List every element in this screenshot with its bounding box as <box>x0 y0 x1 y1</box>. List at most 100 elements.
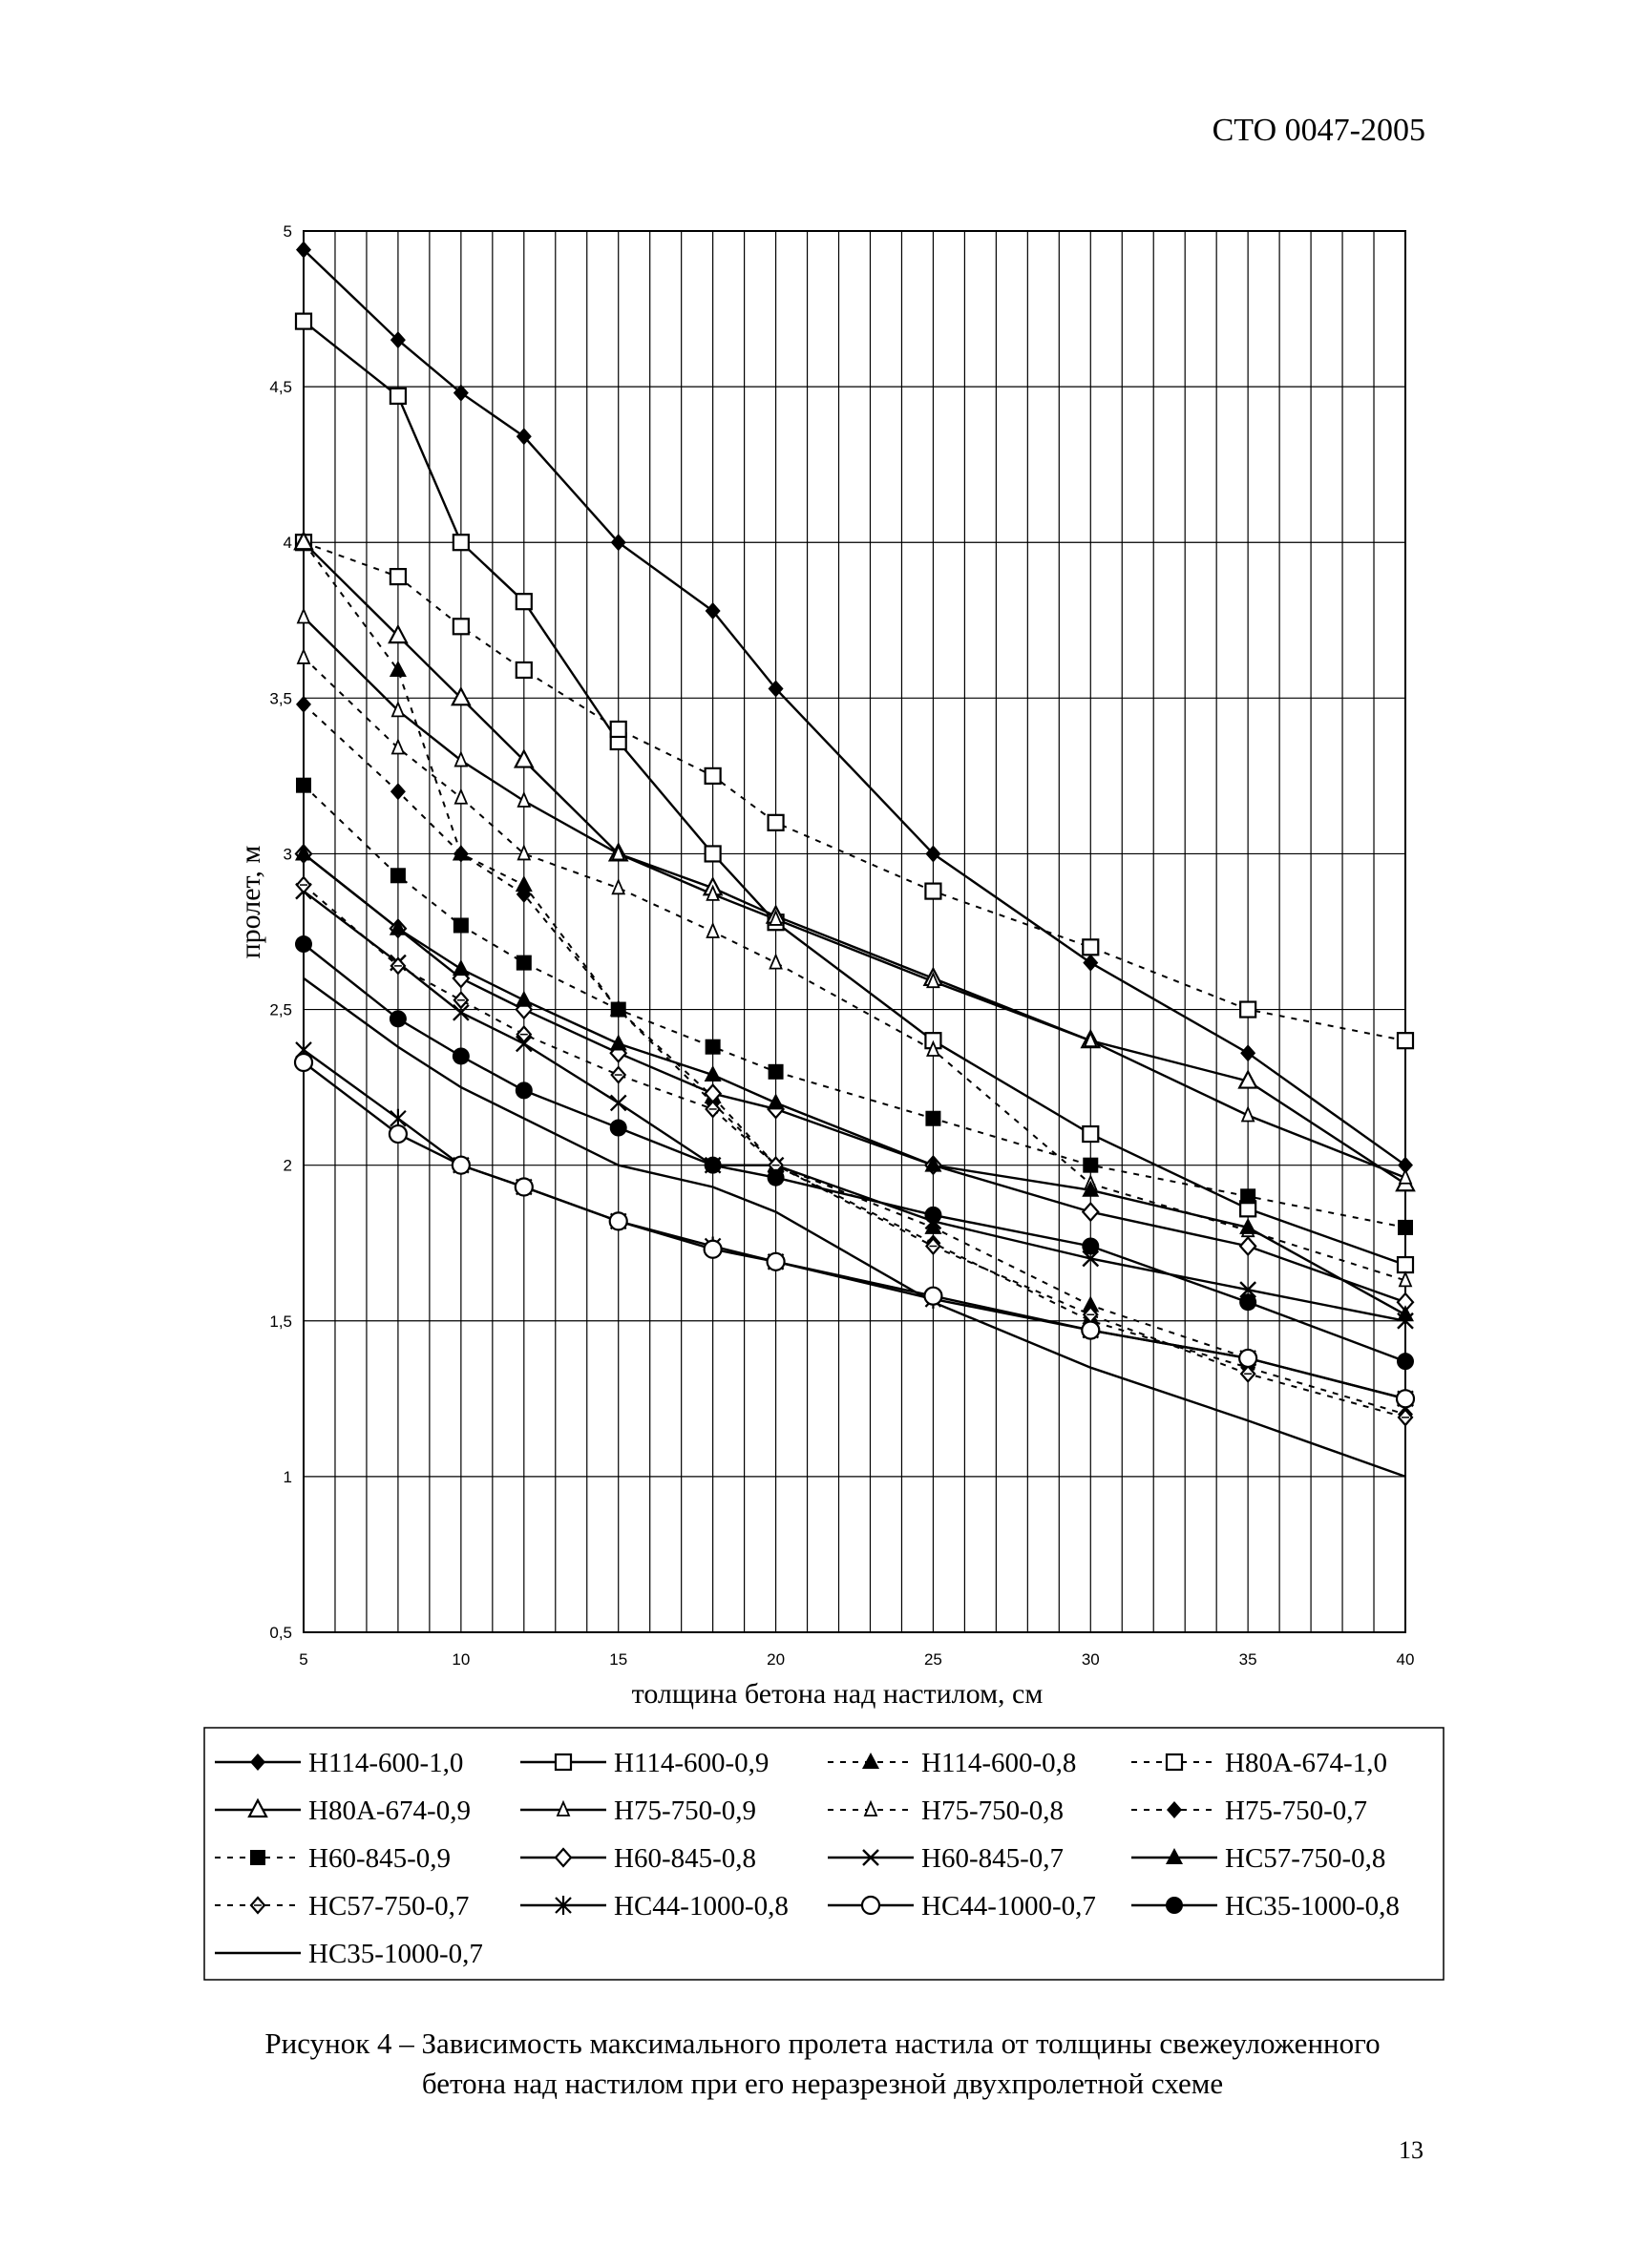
data-point-marker <box>516 1024 533 1044</box>
data-point-marker <box>452 959 470 976</box>
tick-labels: 5 10 15 20 25 30 35 40 0,5 1 1,5 2 2,5 3 3,5 4 4,5 5 <box>269 222 1414 1669</box>
data-point-marker <box>769 909 783 926</box>
legend-label: НС44-1000-0,7 <box>921 1891 1096 1922</box>
series-line-13 <box>303 884 1406 1418</box>
legend-entry: НС44-1000-0,8 <box>520 1891 789 1922</box>
data-point-marker <box>390 868 406 884</box>
legend-label: НС57-750-0,8 <box>1225 1843 1385 1874</box>
legend-box <box>203 1727 1445 1981</box>
data-point-marker <box>294 312 313 330</box>
data-point-marker <box>1239 1364 1256 1383</box>
data-point-marker <box>704 1156 722 1174</box>
data-point-marker <box>453 991 470 1010</box>
data-point-marker <box>389 387 408 405</box>
series-line-17 <box>303 976 1406 1479</box>
legend-marker <box>1166 1897 1183 1914</box>
data-point-marker <box>389 918 407 935</box>
legend-marker <box>247 1797 268 1818</box>
data-point-marker <box>704 766 722 785</box>
legend-entry: Н75-750-0,8 <box>828 1796 1064 1826</box>
data-point-marker <box>1082 1250 1100 1268</box>
data-point-marker <box>296 695 311 713</box>
data-point-marker <box>608 1211 628 1231</box>
legend-marker <box>862 1849 879 1866</box>
data-point-marker <box>610 534 626 552</box>
data-point-marker <box>1239 1293 1257 1312</box>
data-point-marker <box>924 1217 942 1234</box>
y-tick-label: 1 <box>284 1468 292 1486</box>
data-point-marker <box>296 777 311 793</box>
data-point-marker <box>452 1047 470 1065</box>
data-point-marker <box>926 971 940 989</box>
y-tick-label: 2 <box>284 1157 292 1175</box>
y-tick-label: 2,5 <box>269 1001 292 1019</box>
legend-marker <box>863 1799 878 1816</box>
caption-line-1: Рисунок 4 – Зависимость максимального пр… <box>264 2026 1381 2060</box>
data-point-marker <box>516 955 532 971</box>
legend-marker <box>554 1753 573 1772</box>
page-number: 13 <box>1399 2136 1424 2164</box>
legend-marker <box>1166 1848 1183 1864</box>
legend-entry: Н80А-674-1,0 <box>1131 1748 1387 1778</box>
legend-marker <box>862 1753 879 1769</box>
data-point-marker <box>609 720 627 739</box>
data-point-marker <box>923 1286 943 1306</box>
legend-label: Н60-845-0,7 <box>921 1843 1064 1874</box>
data-point-marker <box>704 1065 722 1082</box>
y-tick-label: 4,5 <box>269 378 292 396</box>
data-point-marker <box>610 1001 626 1018</box>
legend-label: Н114-600-1,0 <box>308 1748 463 1778</box>
legend-label: НС35-1000-0,8 <box>1225 1891 1400 1922</box>
data-point-marker <box>1081 1201 1100 1223</box>
data-point-marker <box>390 738 406 755</box>
legend-entry: НС57-750-0,8 <box>1131 1843 1385 1874</box>
data-point-marker <box>766 1251 786 1271</box>
data-point-marker <box>1082 1237 1100 1255</box>
data-point-marker <box>452 534 470 552</box>
data-point-marker <box>515 990 533 1007</box>
legend-label: НС35-1000-0,7 <box>308 1939 483 1969</box>
data-point-marker <box>1240 1188 1256 1205</box>
legend-marker <box>250 1850 265 1865</box>
legend-label: Н114-600-0,9 <box>614 1748 769 1778</box>
data-point-marker <box>767 1168 785 1186</box>
data-point-marker <box>1238 1235 1257 1257</box>
legend-entry: НС57-750-0,7 <box>215 1891 469 1922</box>
figure-caption: Рисунок 4 – Зависимость максимального пр… <box>0 2024 1645 2104</box>
data-point-marker <box>925 1110 941 1126</box>
span-vs-concrete-thickness-chart: 5 10 15 20 25 30 35 40 0,5 1 1,5 2 2,5 3 3,5 4 4,5 5 прол… <box>203 222 1445 1981</box>
data-point-marker <box>705 1039 721 1055</box>
data-point-marker <box>516 885 532 903</box>
data-point-marker <box>767 1093 785 1110</box>
data-point-marker <box>1398 1156 1413 1174</box>
y-tick-label: 1,5 <box>269 1312 292 1331</box>
legend-marker <box>554 1847 573 1868</box>
data-point-marker <box>388 623 409 644</box>
legend-entry: НС44-1000-0,7 <box>828 1891 1096 1922</box>
data-point-marker <box>296 241 311 259</box>
x-tick-label: 15 <box>609 1650 627 1669</box>
x-tick-label: 30 <box>1082 1650 1100 1669</box>
markers-layer <box>293 241 1416 1427</box>
document-code: СТО 0047-2005 <box>1212 113 1425 148</box>
legend-label: Н75-750-0,7 <box>1225 1796 1367 1826</box>
data-point-marker <box>610 1065 627 1084</box>
data-point-marker <box>1396 1255 1415 1274</box>
data-point-marker <box>926 1040 940 1057</box>
data-point-marker <box>390 956 407 976</box>
data-point-marker <box>704 845 722 863</box>
legend-label: НС57-750-0,7 <box>308 1891 469 1922</box>
data-point-marker <box>451 1155 471 1175</box>
data-point-marker <box>924 1236 941 1256</box>
data-point-marker <box>1397 1408 1414 1427</box>
legend-label: Н60-845-0,9 <box>308 1843 451 1874</box>
legend-label: Н75-750-0,9 <box>614 1796 756 1826</box>
data-point-marker <box>295 935 312 954</box>
data-point-marker <box>924 882 942 900</box>
data-point-marker <box>609 1034 627 1051</box>
data-point-marker <box>1238 1348 1258 1369</box>
x-tick-label: 35 <box>1239 1650 1257 1669</box>
data-point-marker <box>390 701 406 718</box>
data-point-marker <box>767 813 785 831</box>
legend-marker <box>555 1896 572 1915</box>
